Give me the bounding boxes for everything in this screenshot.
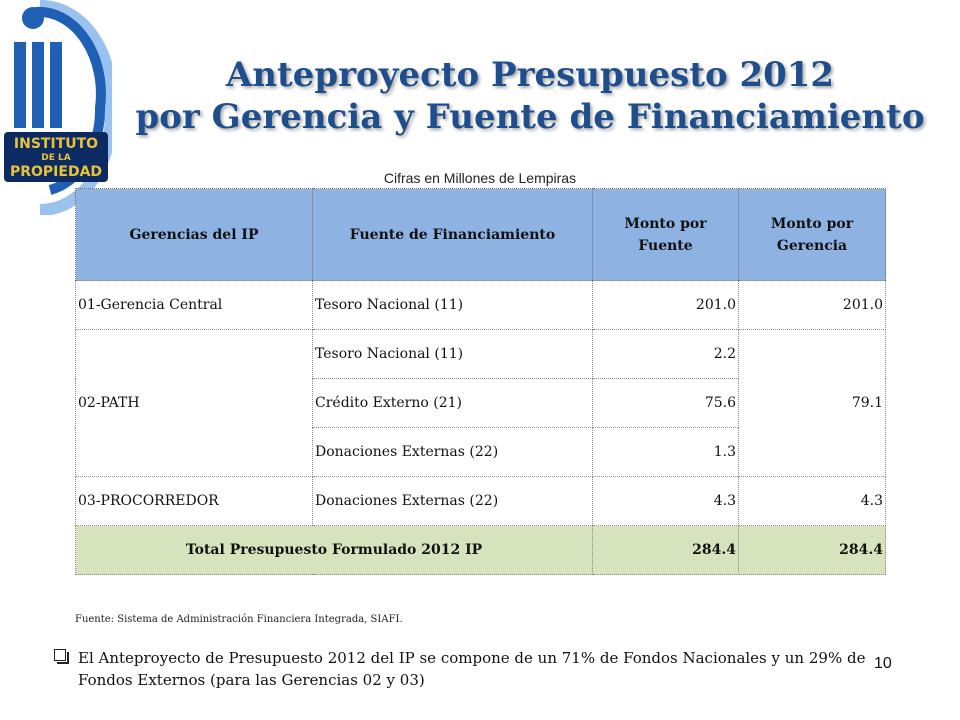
instituto-propiedad-logo: INSTITUTO DE LA PROPIEDAD: [4, 0, 112, 215]
source-note: Fuente: Sistema de Administración Financ…: [75, 614, 403, 625]
table-row: 03-PROCORREDOR Donaciones Externas (22) …: [75, 476, 886, 526]
budget-table: Gerencias del IP Fuente de Financiamient…: [75, 188, 886, 575]
table-row: Donaciones Externas (22) 1.3: [76, 427, 886, 477]
title-line-1: Anteproyecto Presupuesto 2012: [225, 55, 835, 95]
table-row: 02-PATH Tesoro Nacional (11) 2.2 79.1: [75, 329, 886, 477]
table-header-row: Gerencias del IP Fuente de Financiamient…: [75, 188, 886, 281]
cell-gerencia: 02-PATH: [75, 329, 313, 477]
summary-bullet: El Anteproyecto de Presupuesto 2012 del …: [54, 647, 894, 691]
cell-monto-fuente: 1.3: [592, 427, 739, 477]
slide-title: Anteproyecto Presupuesto 2012 por Gerenc…: [100, 54, 960, 138]
header-gerencia: Gerencias del IP: [75, 188, 313, 281]
summary-text: El Anteproyecto de Presupuesto 2012 del …: [78, 649, 866, 689]
cell-monto-fuente: 4.3: [592, 476, 739, 526]
cell-fuente: Tesoro Nacional (11): [312, 329, 593, 379]
cell-fuente: Crédito Externo (21): [312, 378, 593, 428]
page-number: 10: [874, 655, 892, 672]
title-line-2: por Gerencia y Fuente de Financiamiento: [135, 97, 925, 137]
total-monto-fuente: 284.4: [592, 525, 739, 575]
logo-text-line1: INSTITUTO: [14, 136, 98, 152]
cell-fuente: Tesoro Nacional (11): [312, 280, 593, 330]
cell-monto-fuente: 2.2: [592, 329, 739, 379]
cell-fuente: Donaciones Externas (22): [312, 427, 593, 477]
units-caption: Cifras en Millones de Lempiras: [383, 170, 577, 186]
cell-gerencia: 03-PROCORREDOR: [75, 476, 313, 526]
cell-monto-gerencia: 79.1: [738, 329, 886, 477]
header-fuente: Fuente de Financiamiento: [312, 188, 593, 281]
cell-monto-fuente: 201.0: [592, 280, 739, 330]
cell-monto-fuente: 75.6: [592, 378, 739, 428]
total-row: Total Presupuesto Formulado 2012 IP 284.…: [75, 525, 886, 575]
total-monto-gerencia: 284.4: [738, 525, 886, 575]
total-label: Total Presupuesto Formulado 2012 IP: [75, 525, 593, 575]
cell-monto-gerencia: 201.0: [738, 280, 886, 330]
checkbox-bullet-icon: [54, 649, 69, 664]
table-row: Crédito Externo (21) 75.6: [76, 378, 886, 428]
logo-text-line2: DE LA: [41, 153, 70, 163]
table-row: 01-Gerencia Central Tesoro Nacional (11)…: [75, 280, 886, 330]
cell-gerencia: 01-Gerencia Central: [75, 280, 313, 330]
cell-monto-gerencia: 4.3: [738, 476, 886, 526]
cell-fuente: Donaciones Externas (22): [312, 476, 593, 526]
header-monto-gerencia: Monto por Gerencia: [738, 188, 886, 281]
logo-text-line3: PROPIEDAD: [10, 164, 102, 180]
header-monto-fuente: Monto por Fuente: [592, 188, 739, 281]
